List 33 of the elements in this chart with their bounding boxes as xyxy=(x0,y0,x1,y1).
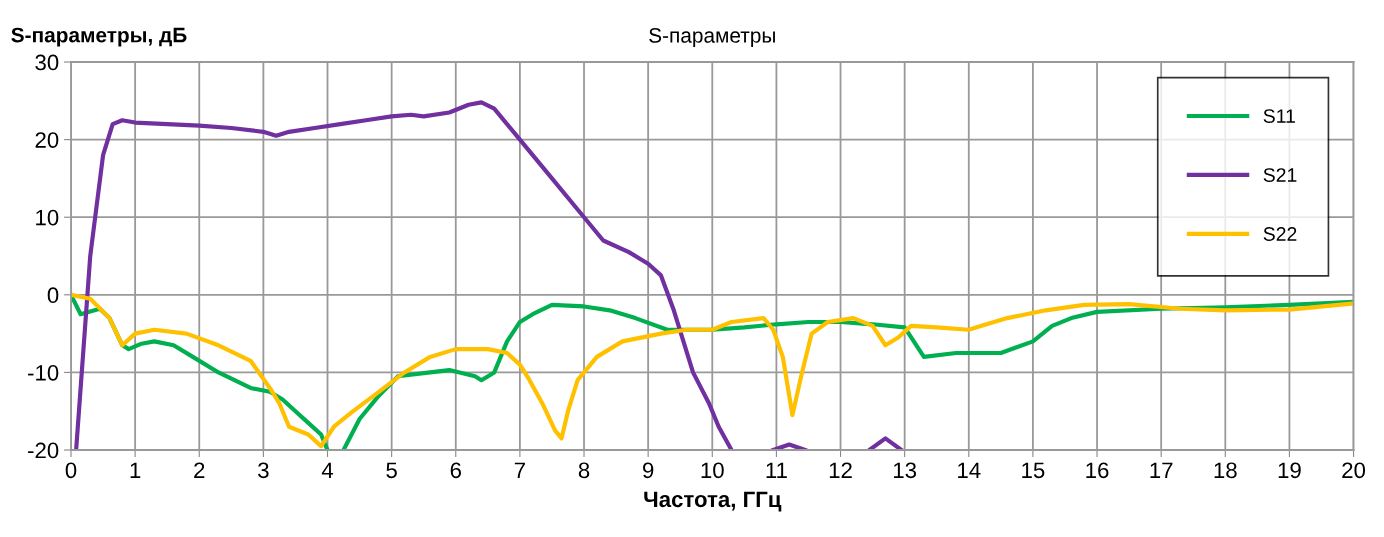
x-tick-label: 20 xyxy=(1342,462,1366,479)
x-tick-label: 4 xyxy=(321,462,334,478)
y-tick-label: 10 xyxy=(36,209,59,226)
legend-label: S21 xyxy=(1263,168,1297,182)
x-tick-label: 14 xyxy=(958,462,981,478)
y-tick-label: 0 xyxy=(47,287,59,304)
x-tick-label: 11 xyxy=(766,462,787,478)
y-tick-label: 30 xyxy=(35,54,59,71)
x-tick-label: 3 xyxy=(258,462,269,479)
legend-label: S11 xyxy=(1263,109,1295,123)
x-tick-label: 15 xyxy=(1022,462,1045,479)
x-tick-label: 0 xyxy=(65,462,77,479)
x-tick-label: 1 xyxy=(130,462,141,478)
legend-label: S22 xyxy=(1263,227,1297,241)
x-tick-label: 10 xyxy=(701,462,724,479)
x-tick-label: 5 xyxy=(386,462,397,479)
x-tick-label: 9 xyxy=(643,462,654,479)
x-tick-label: 19 xyxy=(1278,462,1301,479)
x-tick-label: 13 xyxy=(894,462,917,479)
x-tick-label: 18 xyxy=(1214,462,1237,479)
chart-title: S-параметры xyxy=(649,28,775,47)
x-tick-label: 17 xyxy=(1150,462,1173,478)
y-tick-label: -20 xyxy=(28,442,59,459)
x-tick-label: 2 xyxy=(194,462,205,478)
x-tick-label: 6 xyxy=(450,462,461,479)
x-tick-label: 16 xyxy=(1086,462,1109,479)
x-axis-title: Частота, ГГц xyxy=(644,491,782,512)
x-tick-label: 7 xyxy=(514,462,525,478)
x-tick-label: 8 xyxy=(578,462,590,479)
x-tick-label: 12 xyxy=(829,462,852,478)
y-tick-label: 20 xyxy=(35,132,59,148)
y-tick-label: -10 xyxy=(28,364,59,381)
y-axis-title: S-параметры, дБ xyxy=(11,27,187,47)
